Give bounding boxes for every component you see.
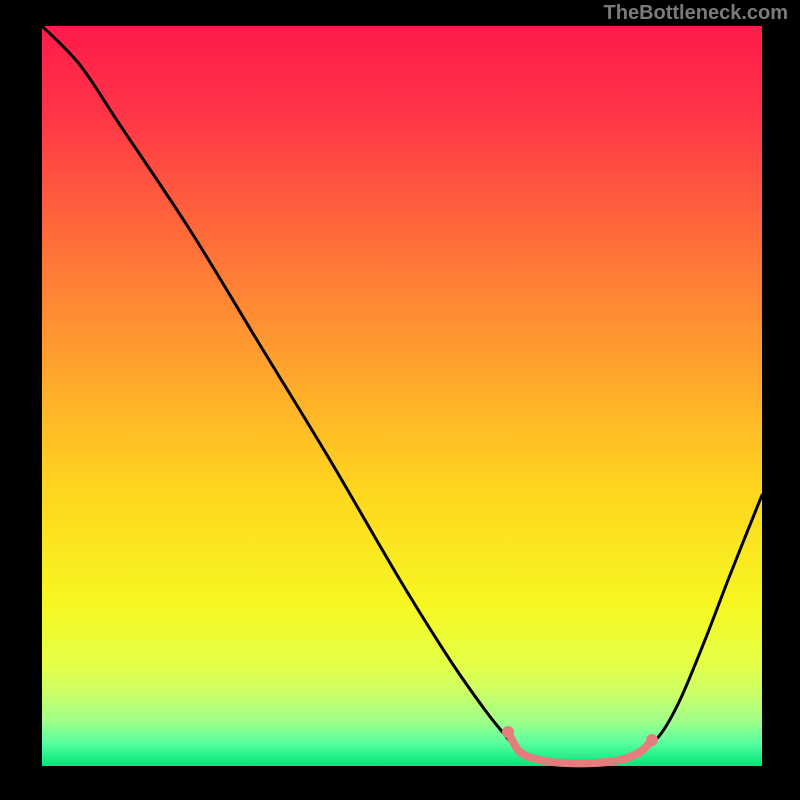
chart-canvas: TheBottleneck.com xyxy=(0,0,800,800)
optimal-range-start-marker xyxy=(502,726,514,738)
watermark-text: TheBottleneck.com xyxy=(604,2,788,25)
plot-background xyxy=(42,26,762,766)
chart-svg xyxy=(0,0,800,800)
optimal-range-end-marker xyxy=(646,734,658,746)
